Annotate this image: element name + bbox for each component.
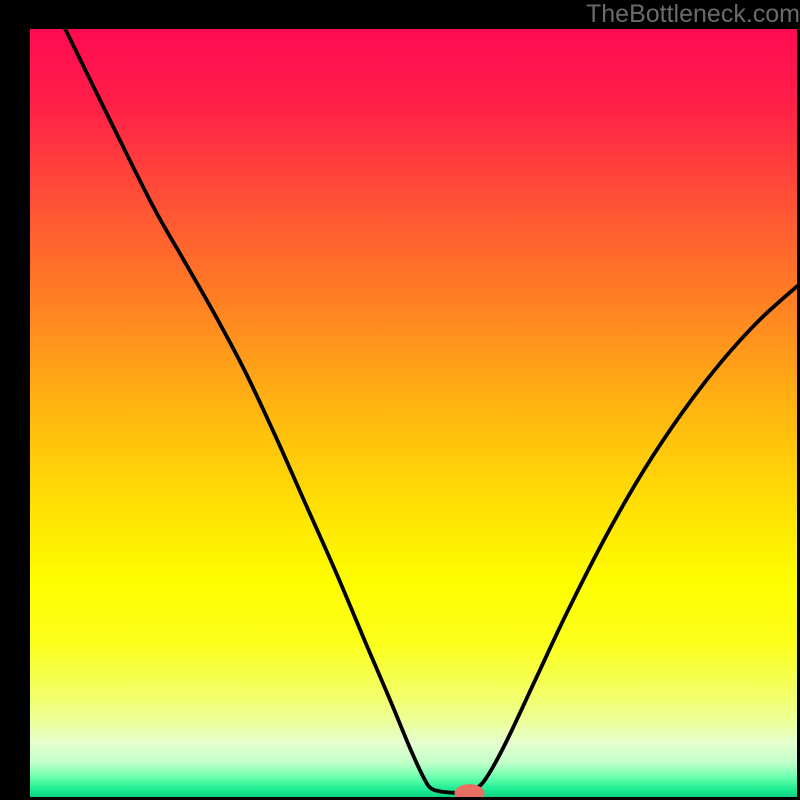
watermark-label: TheBottleneck.com (586, 0, 800, 29)
chart-container: TheBottleneck.com (0, 0, 800, 800)
plot-area (30, 29, 797, 797)
